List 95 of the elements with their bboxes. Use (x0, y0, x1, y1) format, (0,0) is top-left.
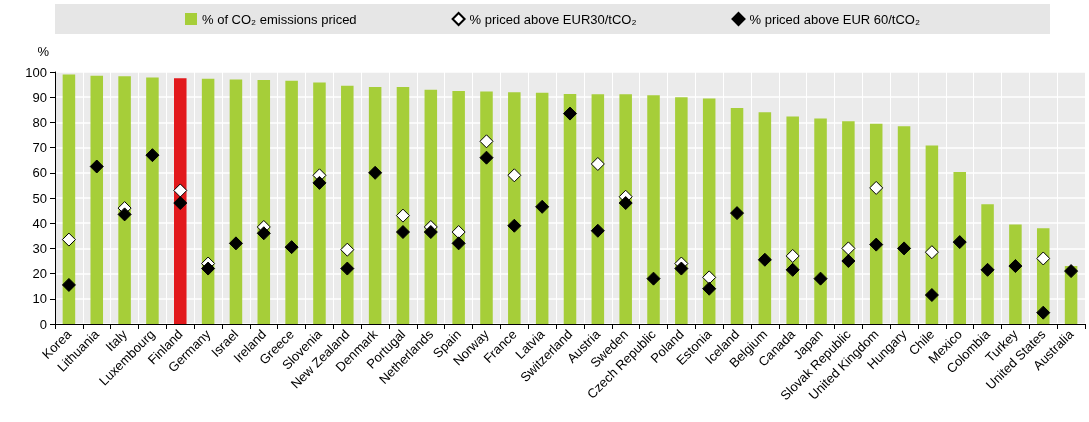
point (590, 223, 605, 238)
point (228, 236, 243, 251)
point (785, 262, 800, 277)
point (952, 235, 967, 250)
bar (647, 95, 660, 324)
y-tick-label: 20 (32, 266, 47, 282)
point (173, 183, 188, 198)
point (61, 277, 76, 292)
y-tick-label: 80 (32, 114, 47, 130)
point (924, 288, 939, 303)
point (730, 206, 745, 221)
point (1036, 305, 1051, 320)
bar (368, 87, 382, 324)
point (173, 196, 188, 211)
y-tick-label: 100 (25, 64, 47, 80)
bar (480, 91, 493, 324)
bar (981, 204, 994, 324)
bar (758, 112, 772, 324)
point (117, 207, 132, 222)
bar (424, 89, 438, 324)
y-tick-label: 30 (32, 240, 47, 256)
y-tick-label: 40 (32, 215, 47, 231)
point (451, 225, 466, 240)
point (423, 225, 438, 240)
bar (619, 94, 632, 324)
point (618, 196, 633, 211)
point (924, 245, 939, 260)
bar (118, 76, 131, 324)
point (702, 270, 717, 285)
point (841, 241, 856, 256)
point (61, 232, 76, 247)
y-tick-label: 60 (32, 165, 47, 181)
bar (174, 78, 187, 324)
point (507, 218, 522, 233)
bar (897, 126, 911, 324)
bar (313, 82, 326, 324)
bar (730, 108, 744, 324)
point (841, 254, 856, 268)
point (590, 156, 605, 171)
bar (563, 93, 577, 324)
point (479, 150, 494, 165)
y-tick-label: 0 (39, 316, 47, 332)
point (507, 168, 522, 183)
bar (146, 77, 159, 324)
legend-label: % of CO₂ emissions priced (202, 11, 357, 27)
point (563, 106, 577, 121)
point (813, 271, 828, 286)
legend-label: % priced above EUR 60/tCO₂ (749, 11, 921, 27)
y-axis-title: % (37, 44, 50, 59)
point (757, 252, 772, 267)
point (980, 262, 995, 277)
point (145, 148, 160, 163)
point (451, 236, 466, 251)
bar (508, 92, 521, 324)
point (256, 226, 271, 241)
point (312, 175, 327, 190)
y-tick-label: 70 (32, 140, 47, 156)
bar (1009, 224, 1022, 324)
bar (229, 79, 243, 324)
y-tick-label: 90 (32, 89, 47, 105)
bar (257, 80, 271, 324)
bar (285, 80, 298, 324)
bar (452, 90, 465, 324)
point (395, 208, 410, 223)
point (1064, 264, 1079, 279)
bar (201, 78, 215, 324)
bar (953, 172, 966, 324)
point (479, 134, 494, 149)
point (395, 225, 410, 240)
bar (535, 92, 549, 324)
point (535, 199, 550, 214)
point (646, 271, 661, 286)
point (89, 159, 104, 174)
point (340, 242, 355, 257)
bar (90, 75, 104, 324)
y-tick-label: 50 (32, 190, 47, 206)
point (340, 261, 355, 276)
legend-label: % priced above EUR30/tCO₂ (469, 11, 637, 27)
point (785, 248, 800, 263)
point (368, 165, 383, 180)
bar (842, 121, 855, 324)
point (1008, 259, 1023, 274)
point (702, 281, 717, 296)
point (284, 240, 299, 255)
point (869, 180, 884, 195)
bar (341, 85, 354, 324)
point (869, 237, 884, 252)
y-tick-label: 10 (32, 291, 47, 307)
point (674, 261, 689, 276)
bar (675, 97, 688, 324)
point (201, 261, 216, 276)
bar (814, 118, 827, 324)
bar (786, 116, 799, 324)
point (897, 241, 912, 256)
point (1036, 251, 1051, 266)
